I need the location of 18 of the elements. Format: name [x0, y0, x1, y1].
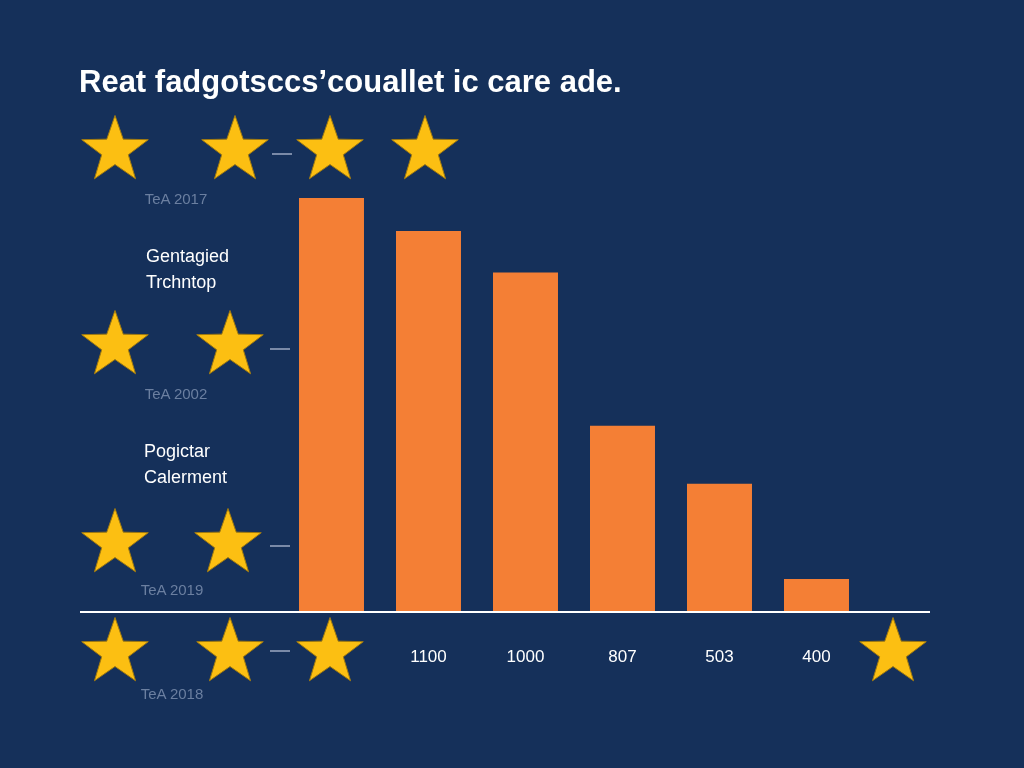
bar [493, 272, 558, 612]
text: Gentagied Trchntop [146, 245, 231, 294]
chart-title: Reat fadgotsccs’couallet ic care ade. [79, 64, 622, 99]
x-tick-label: 1000 [506, 646, 545, 666]
bar [784, 578, 849, 612]
text: Pogictar Calerment [144, 440, 229, 489]
x-tick-label: 807 [608, 646, 637, 666]
bar [590, 425, 655, 612]
x-tick-label: 503 [705, 646, 734, 666]
text: TeA 2017 [144, 190, 208, 207]
text: TeA 2002 [144, 385, 208, 402]
bar [396, 231, 461, 612]
text: TeA 2019 [140, 581, 204, 598]
bar [687, 483, 752, 612]
x-tick-label: 1100 [410, 646, 447, 666]
text: TeA 2018 [140, 685, 204, 702]
x-tick-label: 400 [802, 646, 831, 666]
bar [299, 198, 364, 612]
